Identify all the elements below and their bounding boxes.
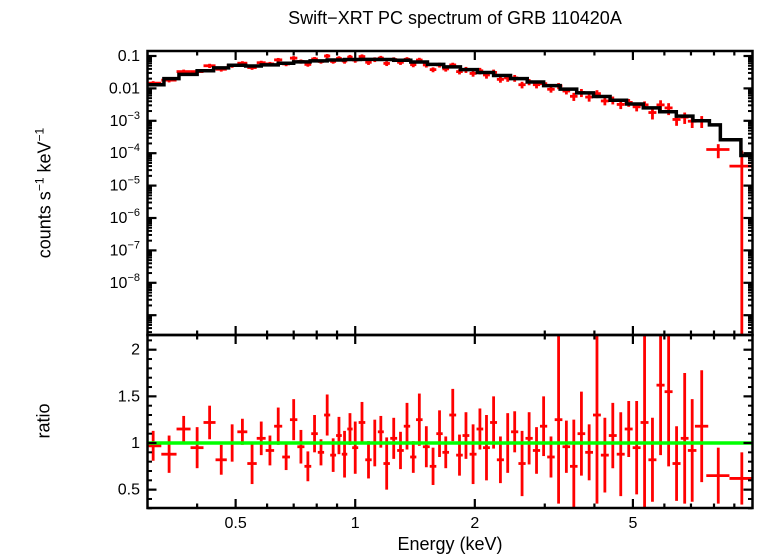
svg-text:10−5: 10−5	[110, 175, 140, 195]
ratio-data-points	[147, 335, 753, 508]
tick-labels: 0.1 0.01 10−3 10−4 10−5 10−6 10−7 10−8 0.5 1 1.5 2 0…	[109, 48, 638, 532]
y-axis-label-spectrum: counts s−1 keV−1	[32, 127, 55, 259]
svg-text:10−6: 10−6	[110, 207, 140, 227]
svg-text:10−4: 10−4	[110, 142, 140, 162]
spectrum-data-points	[147, 54, 753, 335]
svg-text:0.01: 0.01	[109, 80, 140, 97]
plot-title: Swift−XRT PC spectrum of GRB 110420A	[288, 8, 622, 28]
svg-text:2: 2	[131, 342, 140, 359]
svg-text:1: 1	[351, 515, 360, 532]
x-axis-label: Energy (keV)	[397, 534, 503, 554]
svg-text:1: 1	[131, 435, 140, 452]
svg-text:0.5: 0.5	[225, 515, 247, 532]
svg-text:10−8: 10−8	[110, 272, 140, 292]
svg-text:2: 2	[470, 515, 479, 532]
svg-text:0.5: 0.5	[118, 482, 140, 499]
svg-text:1.5: 1.5	[118, 388, 140, 405]
y-axis-label-ratio: ratio	[33, 403, 54, 439]
svg-text:10−7: 10−7	[110, 239, 140, 259]
svg-text:0.1: 0.1	[118, 48, 140, 65]
svg-text:5: 5	[628, 515, 637, 532]
svg-text:10−3: 10−3	[110, 110, 140, 130]
axis-ticks	[147, 51, 753, 510]
model-line	[147, 57, 753, 158]
